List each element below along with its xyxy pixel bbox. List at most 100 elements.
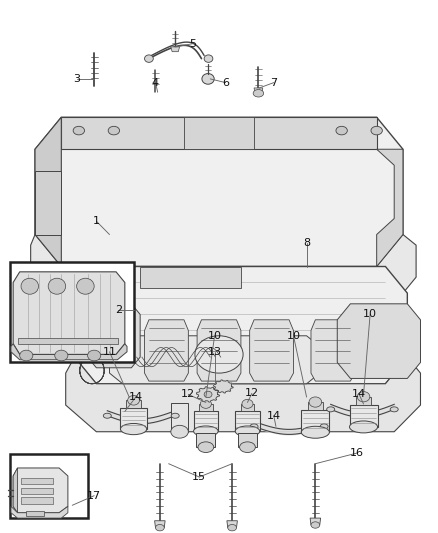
Ellipse shape (371, 126, 382, 135)
Text: 2: 2 (115, 305, 122, 315)
Polygon shape (214, 380, 233, 393)
Polygon shape (285, 266, 293, 298)
Ellipse shape (77, 278, 94, 294)
Text: 12: 12 (245, 389, 259, 398)
Ellipse shape (108, 126, 120, 135)
Polygon shape (21, 478, 53, 484)
Polygon shape (13, 468, 68, 513)
Polygon shape (21, 488, 53, 494)
Polygon shape (74, 272, 276, 306)
Polygon shape (140, 266, 241, 288)
Text: 13: 13 (208, 347, 222, 357)
Polygon shape (350, 405, 378, 427)
Polygon shape (131, 266, 140, 298)
Polygon shape (175, 266, 184, 298)
Polygon shape (120, 408, 147, 429)
Polygon shape (18, 338, 118, 344)
Text: 14: 14 (129, 392, 143, 402)
Polygon shape (311, 320, 355, 381)
Polygon shape (110, 266, 118, 298)
Ellipse shape (171, 413, 179, 418)
Polygon shape (145, 320, 188, 381)
Text: 10: 10 (286, 331, 300, 341)
Ellipse shape (253, 90, 264, 97)
Polygon shape (171, 47, 180, 52)
Ellipse shape (311, 522, 320, 528)
Ellipse shape (128, 395, 140, 405)
Polygon shape (238, 433, 257, 447)
Polygon shape (301, 410, 329, 432)
Polygon shape (61, 117, 377, 149)
Polygon shape (235, 411, 260, 431)
Polygon shape (337, 304, 420, 378)
Polygon shape (328, 266, 337, 298)
Ellipse shape (198, 442, 214, 453)
Polygon shape (199, 404, 212, 411)
Text: 14: 14 (267, 411, 281, 421)
Polygon shape (153, 266, 162, 298)
Ellipse shape (103, 413, 111, 418)
Ellipse shape (235, 426, 260, 437)
Ellipse shape (309, 397, 321, 407)
Polygon shape (88, 304, 140, 368)
Ellipse shape (204, 391, 212, 398)
Ellipse shape (195, 336, 243, 373)
Polygon shape (310, 518, 321, 525)
Polygon shape (250, 320, 293, 381)
Ellipse shape (21, 278, 39, 294)
Ellipse shape (88, 350, 101, 361)
Text: 14: 14 (352, 390, 366, 399)
Polygon shape (11, 506, 68, 518)
Ellipse shape (200, 399, 212, 408)
Polygon shape (21, 497, 53, 504)
Text: 17: 17 (87, 491, 101, 500)
Ellipse shape (357, 392, 370, 402)
Ellipse shape (171, 425, 188, 438)
Text: 11: 11 (102, 347, 117, 357)
Polygon shape (155, 521, 165, 528)
Ellipse shape (48, 278, 66, 294)
Text: 5: 5 (189, 39, 196, 49)
Text: 12: 12 (181, 390, 195, 399)
Polygon shape (66, 357, 420, 432)
Ellipse shape (240, 442, 255, 453)
Polygon shape (254, 88, 263, 93)
Text: 10: 10 (208, 331, 222, 341)
Polygon shape (26, 511, 44, 516)
Polygon shape (241, 404, 254, 411)
Polygon shape (197, 320, 241, 381)
Text: 4: 4 (152, 78, 159, 87)
Ellipse shape (228, 524, 237, 531)
Polygon shape (377, 149, 403, 266)
Ellipse shape (145, 55, 153, 62)
Polygon shape (126, 400, 141, 408)
Ellipse shape (204, 55, 213, 62)
Ellipse shape (350, 421, 378, 433)
Ellipse shape (274, 289, 296, 308)
Text: 3: 3 (73, 74, 80, 84)
Text: 6: 6 (222, 78, 229, 87)
Text: 16: 16 (350, 448, 364, 458)
Ellipse shape (390, 407, 398, 412)
Ellipse shape (301, 426, 329, 438)
Ellipse shape (327, 407, 335, 412)
Ellipse shape (73, 126, 85, 135)
Ellipse shape (155, 524, 164, 531)
Ellipse shape (20, 350, 33, 361)
Ellipse shape (336, 126, 347, 135)
Ellipse shape (120, 423, 147, 435)
Text: 15: 15 (192, 472, 206, 482)
Polygon shape (196, 433, 215, 447)
Polygon shape (307, 266, 315, 298)
Polygon shape (31, 235, 416, 309)
Polygon shape (307, 402, 323, 410)
Polygon shape (227, 521, 237, 528)
Ellipse shape (202, 74, 214, 84)
Polygon shape (350, 266, 359, 298)
Ellipse shape (320, 424, 328, 429)
Polygon shape (35, 117, 403, 266)
Polygon shape (258, 277, 355, 320)
Ellipse shape (194, 426, 218, 437)
Polygon shape (171, 403, 188, 432)
Polygon shape (184, 117, 254, 149)
